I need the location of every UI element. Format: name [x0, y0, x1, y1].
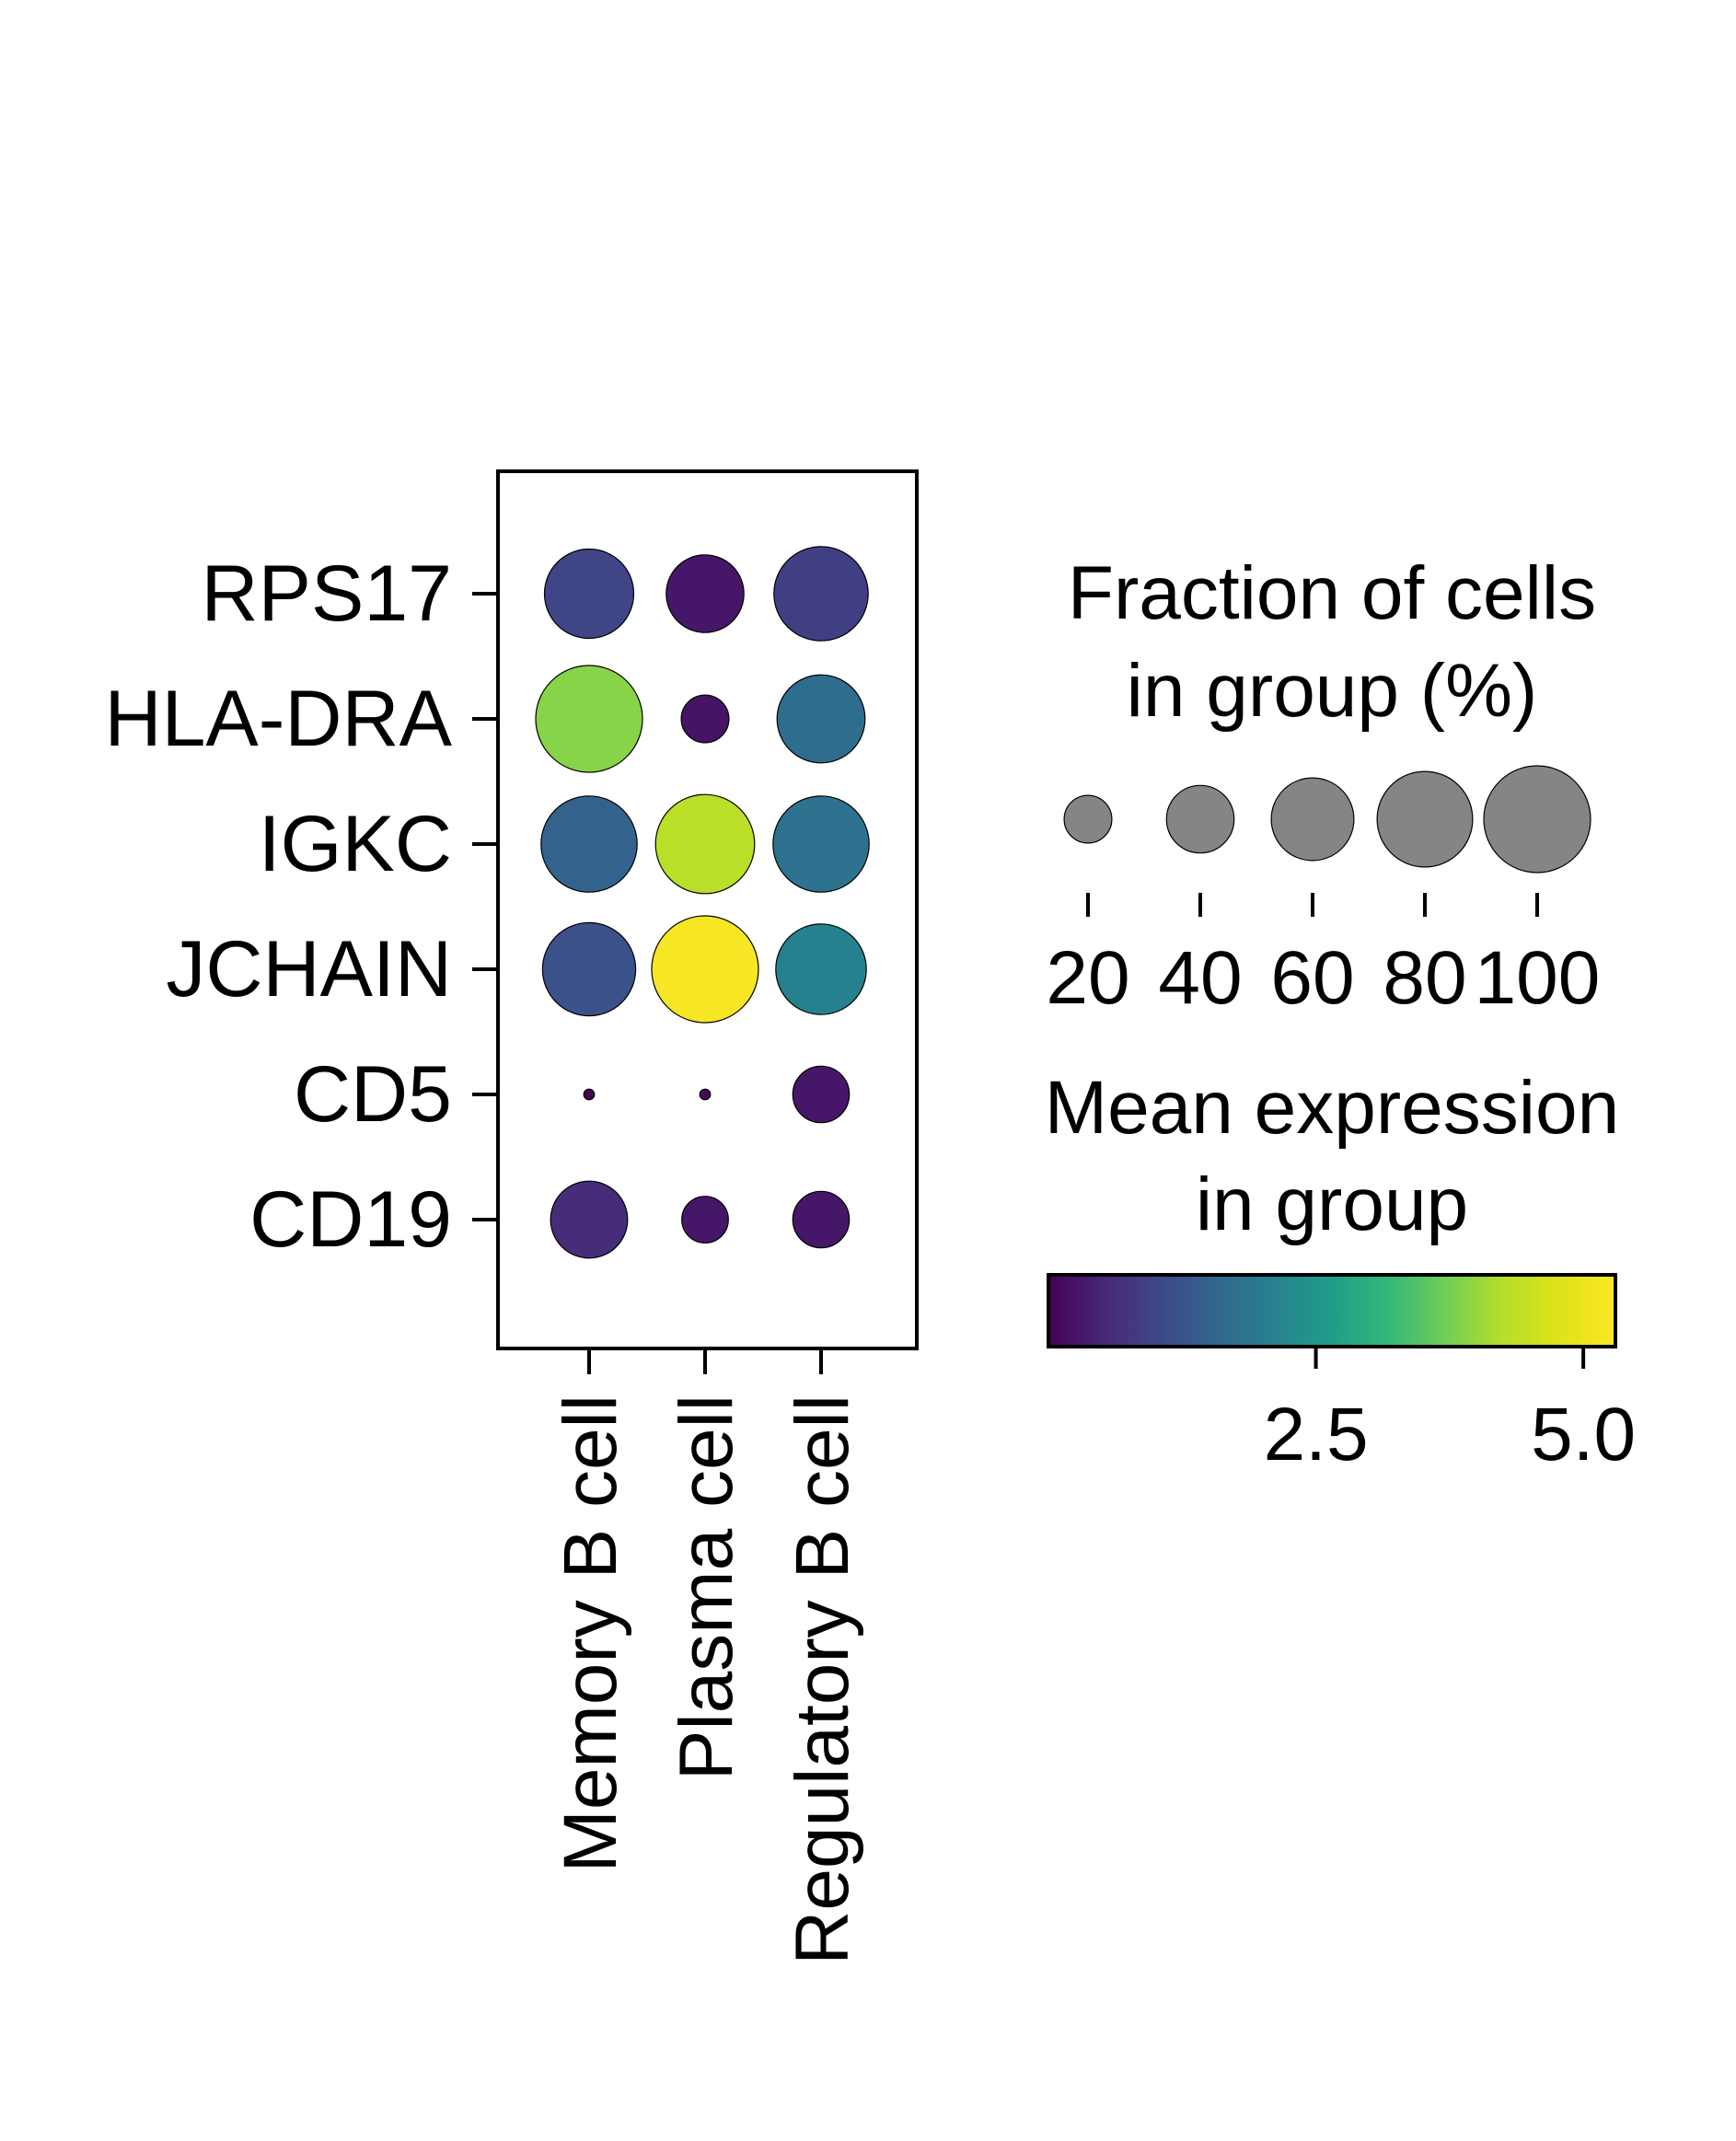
y-tick-label: CD5: [294, 1050, 452, 1139]
x-tick-label: Regulatory B cell: [781, 1395, 864, 1965]
y-tick-label: RPS17: [202, 550, 453, 638]
color-legend-title-line-1: Mean expression: [1045, 1066, 1619, 1150]
colorbar: [1047, 1273, 1617, 1348]
y-tick-label: CD19: [249, 1175, 452, 1264]
dot: [540, 795, 638, 893]
x-tick-label: Memory B cell: [549, 1395, 632, 1872]
dot: [680, 694, 730, 744]
dots: [535, 546, 870, 1259]
colorbar-tick-label: 5.0: [1531, 1393, 1636, 1476]
y-tick-label: HLA-DRA: [104, 675, 452, 763]
dot: [541, 921, 637, 1017]
dot: [773, 546, 869, 642]
size-legend-tick-label: 20: [1046, 936, 1129, 1020]
dot: [543, 548, 635, 640]
size-legend-title-line-2: in group (%): [1127, 649, 1538, 733]
size-legend-dot: [1376, 770, 1474, 868]
plot-frame: [496, 469, 919, 1350]
color-legend: Mean expression in group 2.5 5.0: [1045, 1066, 1636, 1476]
y-axis: RPS17 HLA-DRA IGKC JCHAIN CD5 CD19: [104, 550, 498, 1264]
size-legend-dot: [1483, 765, 1591, 874]
plot-area: RPS17 HLA-DRA IGKC JCHAIN CD5 CD19 Memory B c…: [104, 469, 919, 1965]
size-legend-title-line-1: Fraction of cells: [1068, 551, 1596, 635]
dot: [651, 915, 759, 1024]
dot: [681, 1196, 729, 1244]
dot: [535, 665, 643, 773]
size-legend-tick-label: 100: [1475, 936, 1601, 1020]
size-legend-tick-label: 40: [1158, 936, 1242, 1020]
size-legend: Fraction of cells in group (%) 20 40 60 80 1…: [1046, 551, 1600, 1020]
size-legend-items: 20 40 60 80 100: [1046, 765, 1601, 1020]
size-legend-tick-label: 60: [1270, 936, 1354, 1020]
color-legend-title-line-2: in group: [1196, 1163, 1468, 1246]
dot: [776, 674, 866, 764]
dot: [775, 923, 867, 1015]
y-tick-label: JCHAIN: [166, 925, 452, 1013]
dot: [792, 1065, 851, 1124]
y-tick-label: IGKC: [259, 800, 452, 888]
dot: [654, 793, 756, 895]
dot: [665, 554, 745, 633]
dot: [772, 795, 870, 893]
x-axis: Memory B cell Plasma cell Regulatory B cel…: [549, 1348, 864, 1965]
colorbar-tick-label: 2.5: [1264, 1393, 1369, 1476]
size-legend-dot: [1270, 777, 1355, 862]
colorbar-ticks: 2.5 5.0: [1264, 1347, 1636, 1476]
dot: [699, 1088, 712, 1101]
x-tick-label: Plasma cell: [665, 1395, 748, 1780]
dot: [792, 1190, 851, 1249]
size-legend-tick-label: 80: [1383, 936, 1466, 1020]
dot: [550, 1180, 629, 1259]
size-legend-dot: [1165, 784, 1235, 854]
dot: [583, 1088, 596, 1101]
size-legend-dot: [1063, 794, 1113, 844]
